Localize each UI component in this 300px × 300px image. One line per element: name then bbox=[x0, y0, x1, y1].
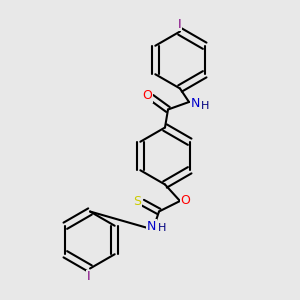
Text: H: H bbox=[158, 223, 166, 233]
Text: O: O bbox=[142, 89, 152, 103]
Text: H: H bbox=[201, 100, 209, 111]
Text: S: S bbox=[133, 195, 141, 208]
Text: N: N bbox=[190, 97, 200, 110]
Text: I: I bbox=[87, 270, 90, 284]
Text: O: O bbox=[181, 194, 190, 207]
Text: N: N bbox=[147, 220, 156, 233]
Text: I: I bbox=[178, 17, 182, 31]
